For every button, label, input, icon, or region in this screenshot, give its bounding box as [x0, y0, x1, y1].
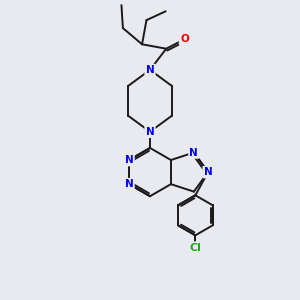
Text: N: N	[125, 179, 134, 189]
Text: N: N	[146, 65, 154, 75]
Text: N: N	[146, 127, 154, 137]
Text: N: N	[125, 155, 134, 165]
Text: O: O	[180, 34, 189, 44]
Text: N: N	[190, 148, 198, 158]
Text: Cl: Cl	[189, 243, 201, 253]
Text: N: N	[204, 167, 212, 177]
